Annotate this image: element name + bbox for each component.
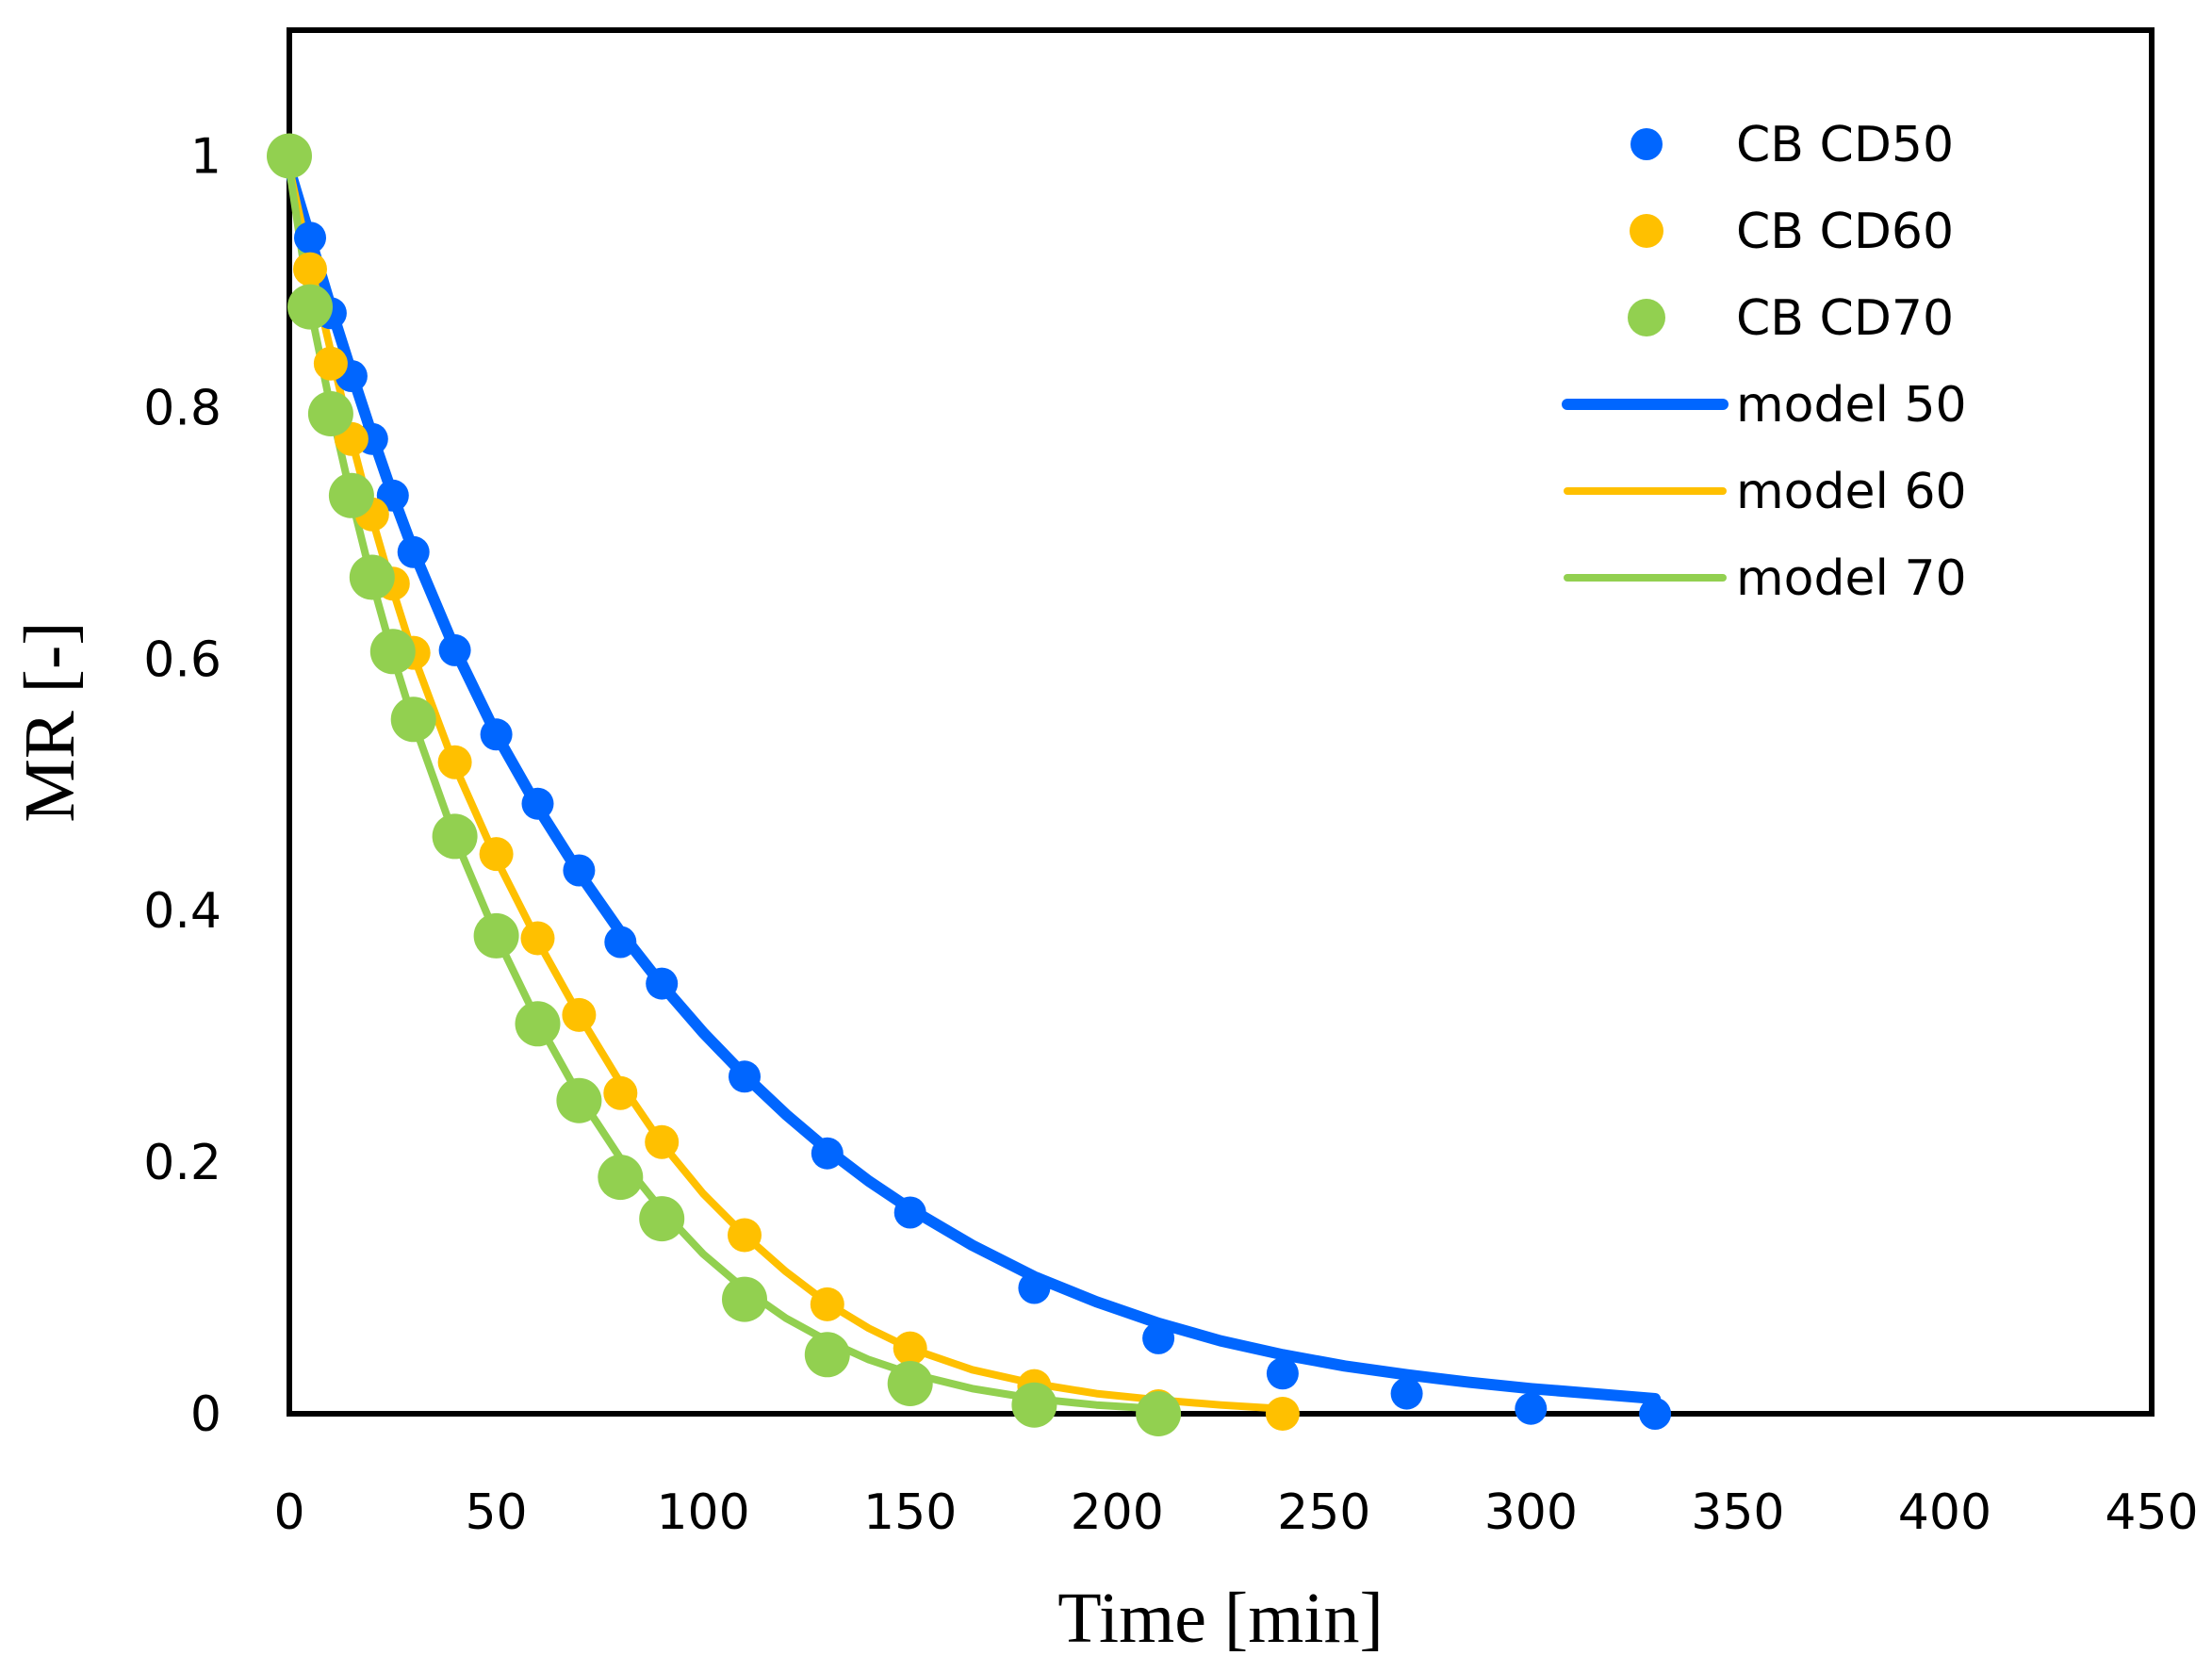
data-point-cb-cd50	[646, 967, 679, 1000]
legend-marker-cb-cd60	[1630, 214, 1663, 248]
data-point-cb-cd50	[1266, 1357, 1299, 1390]
legend-label-cb-cd50: CB CD50	[1736, 117, 1954, 173]
x-axis-title: Time [min]	[1057, 1579, 1384, 1658]
y-tick-label: 0.8	[143, 380, 221, 436]
data-point-cb-cd50	[1515, 1392, 1548, 1425]
y-tick-label: 0.2	[143, 1135, 221, 1191]
x-tick-label: 300	[1484, 1484, 1578, 1541]
data-point-cb-cd60	[479, 837, 514, 872]
data-point-cb-cd60	[437, 745, 472, 779]
data-markers	[267, 133, 1672, 1436]
x-tick-label: 400	[1898, 1484, 1991, 1541]
data-point-cb-cd70	[804, 1332, 850, 1378]
y-axis-title: MR [-]	[10, 621, 90, 822]
data-point-cb-cd70	[556, 1077, 602, 1123]
data-point-cb-cd50	[604, 926, 637, 959]
legend-marker-cb-cd70	[1628, 299, 1665, 336]
data-point-cb-cd50	[893, 1196, 926, 1229]
data-point-cb-cd50	[1639, 1398, 1672, 1430]
data-point-cb-cd70	[267, 133, 312, 179]
x-tick-label: 250	[1277, 1484, 1370, 1541]
data-point-cb-cd60	[313, 346, 348, 381]
y-axis-tick-labels: 0 0.2 0.4 0.6 0.8 1	[143, 128, 221, 1443]
data-point-cb-cd50	[294, 221, 326, 254]
data-point-cb-cd70	[887, 1361, 933, 1406]
data-point-cb-cd70	[1011, 1382, 1057, 1428]
x-tick-label: 50	[465, 1484, 527, 1541]
data-point-cb-cd60	[893, 1331, 927, 1366]
data-point-cb-cd50	[811, 1137, 844, 1170]
data-point-cb-cd60	[728, 1218, 762, 1253]
data-point-cb-cd50	[1018, 1271, 1051, 1304]
legend-label-cb-cd70: CB CD70	[1736, 290, 1954, 347]
x-tick-label: 450	[2105, 1484, 2198, 1541]
x-tick-label: 350	[1691, 1484, 1784, 1541]
data-point-cb-cd50	[729, 1060, 761, 1093]
data-point-cb-cd70	[369, 629, 416, 675]
legend-label-model-60: model 60	[1736, 464, 1967, 520]
data-point-cb-cd70	[598, 1155, 644, 1201]
legend-label-model-70: model 70	[1736, 550, 1967, 607]
legend-label-model-50: model 50	[1736, 377, 1967, 434]
x-tick-label: 200	[1071, 1484, 1164, 1541]
data-point-cb-cd70	[515, 1001, 561, 1047]
data-point-cb-cd60	[1265, 1397, 1300, 1431]
data-point-cb-cd50	[480, 718, 513, 751]
legend: CB CD50 CB CD60 CB CD70 model 50 model 60 mod…	[1562, 117, 1967, 607]
data-point-cb-cd60	[562, 997, 597, 1032]
data-point-cb-cd50	[438, 633, 471, 666]
y-tick-label: 0	[190, 1386, 221, 1443]
data-point-cb-cd50	[1142, 1321, 1175, 1354]
data-point-cb-cd70	[328, 472, 374, 518]
x-tick-label: 150	[863, 1484, 957, 1541]
legend-marker-cb-cd50	[1630, 128, 1663, 160]
x-axis-tick-labels: 0 50 100 150 200 250 300 350 400 450	[273, 1484, 2198, 1541]
data-point-cb-cd60	[293, 252, 327, 287]
data-point-cb-cd70	[722, 1276, 767, 1322]
data-point-cb-cd70	[1136, 1391, 1182, 1436]
data-point-cb-cd70	[287, 284, 333, 330]
y-tick-label: 1	[190, 128, 221, 185]
data-point-cb-cd50	[397, 535, 430, 568]
x-tick-label: 0	[273, 1484, 304, 1541]
data-point-cb-cd70	[639, 1196, 685, 1242]
data-point-cb-cd70	[390, 697, 436, 743]
legend-label-cb-cd60: CB CD60	[1736, 204, 1954, 260]
y-tick-label: 0.6	[143, 631, 221, 688]
data-point-cb-cd70	[349, 554, 395, 600]
data-point-cb-cd70	[307, 391, 353, 436]
data-point-cb-cd60	[810, 1287, 844, 1321]
data-point-cb-cd60	[603, 1075, 638, 1110]
data-point-cb-cd50	[563, 854, 596, 887]
y-tick-label: 0.4	[143, 883, 221, 940]
plot-area-frame	[287, 27, 2155, 1417]
data-point-cb-cd70	[432, 813, 478, 860]
data-point-cb-cd50	[521, 787, 554, 820]
data-point-cb-cd60	[520, 921, 555, 956]
data-point-cb-cd70	[473, 912, 519, 959]
data-point-cb-cd60	[645, 1124, 680, 1159]
x-tick-label: 100	[656, 1484, 749, 1541]
data-point-cb-cd50	[1390, 1377, 1423, 1410]
